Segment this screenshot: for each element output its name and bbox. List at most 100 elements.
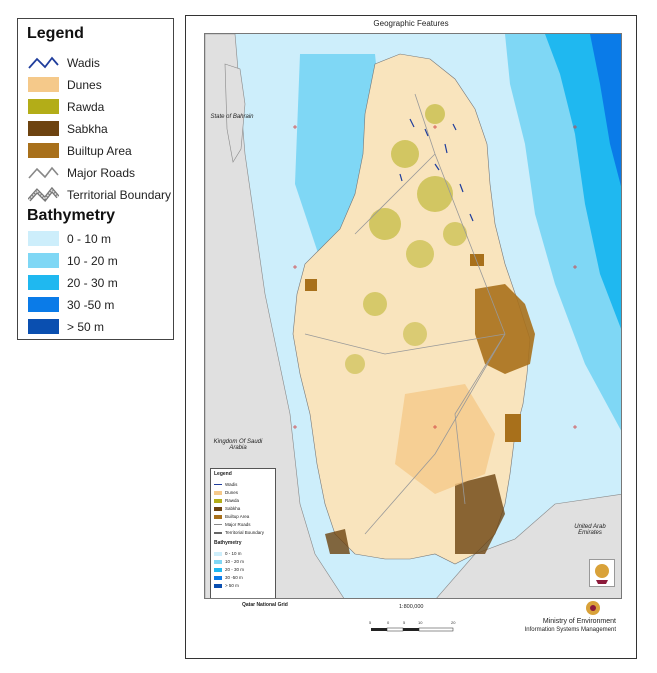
inset-label-5: Major Roads: [225, 522, 251, 527]
map-title: Geographic Features: [373, 19, 449, 28]
inset-bathy-1: 10 - 20 m: [214, 558, 244, 565]
inset-bathy-2: 20 - 30 m: [214, 566, 244, 573]
legend-label-dunes: Dunes: [67, 77, 102, 92]
scale-tick-2: 5: [403, 620, 406, 625]
bathy-label-4: > 50 m: [67, 319, 105, 334]
grid-name: Qatar National Grid: [242, 602, 288, 608]
inset-item-3: Sabkha: [214, 505, 240, 512]
inset-label-3: Sabkha: [225, 506, 241, 511]
inset-label-4: Builtup Area: [225, 514, 250, 519]
ministry-emblem-icon: [584, 600, 602, 617]
bathy-symbol-2: [28, 275, 59, 290]
bahrain-shape: [224, 63, 246, 163]
bathy-label-0: 0 - 10 m: [67, 231, 112, 246]
inset-bathy-3: 30 -50 m: [214, 574, 243, 581]
roads-symbol: [28, 166, 59, 179]
inset-sym-6: [214, 531, 222, 534]
rawda-symbol: [28, 99, 59, 114]
inset-item-0: Wadis: [214, 481, 237, 488]
roads-lines: [304, 93, 506, 535]
legend-label-sabkha: Sabkha: [67, 121, 108, 136]
scale-tick-3: 10: [418, 620, 423, 625]
inset-bathy-sym-2: [214, 567, 222, 572]
inset-sym-4: [214, 514, 222, 519]
grid-crosses: [293, 125, 577, 429]
wadis-lines: [399, 118, 474, 222]
bathy-symbol-1: [28, 253, 59, 268]
bathy-item-1: 10 - 20 m: [28, 252, 118, 269]
inset-item-4: Builtup Area: [214, 513, 249, 520]
builtup-wakra: [505, 414, 521, 442]
inset-bathy-sym-4: [214, 583, 222, 588]
scale-tick-1: 0: [387, 620, 390, 625]
map-svg: [205, 34, 621, 598]
legend-item-rawda: Rawda: [28, 98, 104, 115]
builtup-west: [305, 279, 317, 291]
inset-label-6: Territorial Boundary: [225, 530, 265, 535]
legend-title: Legend: [27, 25, 84, 42]
bathymetry-title: Bathymetry: [27, 207, 116, 224]
bathy-item-0: 0 - 10 m: [28, 230, 111, 247]
department-name: Information Systems Management: [524, 627, 616, 633]
map-area[interactable]: State of Bahrain Kingdom Of Saudi Arabia…: [204, 33, 622, 599]
builtup-north: [470, 254, 484, 266]
inset-sym-5: [214, 524, 222, 525]
map-frame: Geographic Features: [185, 15, 637, 659]
bathy-label-1: 10 - 20 m: [67, 253, 118, 268]
bathy-symbol-3: [28, 297, 59, 312]
inset-legend: Legend Wadis Dunes Rawda Sabkha Builtup …: [210, 468, 276, 598]
bathy-item-4: > 50 m: [28, 318, 104, 335]
sabkha-symbol: [28, 121, 59, 136]
inset-bathy-label-1: 10 - 20 m: [225, 559, 245, 564]
inset-label-2: Rawda: [225, 498, 240, 503]
inset-bathy-sym-0: [214, 551, 222, 556]
bathy-label-2: 20 - 30 m: [67, 275, 118, 290]
inset-bathy-label-4: > 50 m: [225, 583, 239, 588]
legend-item-builtup: Builtup Area: [28, 142, 132, 159]
inset-legend-title: Legend: [214, 471, 232, 477]
legend-item-territorial-boundary: Territorial Boundary: [28, 186, 171, 203]
legend-label-rawda: Rawda: [67, 99, 105, 114]
inset-bathy-label-3: 30 -50 m: [225, 575, 243, 580]
legend-label-major-roads: Major Roads: [67, 165, 136, 180]
scale-tick-0: 5: [369, 620, 372, 625]
map-footer: Qatar National Grid 1:800,000 5 0 5 10 2…: [204, 600, 622, 644]
wadis-symbol: [28, 56, 59, 69]
inset-sym-3: [214, 506, 222, 511]
sabkha-south: [455, 474, 505, 554]
legend-item-sabkha: Sabkha: [28, 120, 108, 137]
sabkha-southwest: [325, 529, 350, 554]
inset-bathy-label-0: 0 - 10 m: [225, 551, 242, 556]
builtup-symbol: [28, 143, 59, 158]
dunes-south: [395, 384, 495, 494]
inset-sym-0: [214, 484, 222, 485]
inset-bathy-sym-1: [214, 559, 222, 564]
inset-label-0: Wadis: [225, 482, 238, 487]
legend-item-dunes: Dunes: [28, 76, 102, 93]
inset-bathy-4: > 50 m: [214, 582, 239, 589]
ministry-name: Ministry of Environment: [542, 618, 616, 625]
bathy-symbol-0: [28, 231, 59, 246]
inset-bathy-0: 0 - 10 m: [214, 550, 242, 557]
boundary-symbol: [28, 187, 59, 202]
bathy-zone-30-50: [590, 34, 621, 187]
bahrain-label: State of Bahrain: [210, 114, 254, 120]
legend-item-major-roads: Major Roads: [28, 164, 135, 181]
builtup-doha: [475, 284, 535, 374]
bathy-symbol-4: [28, 319, 59, 334]
inset-bathy-label-2: 20 - 30 m: [225, 567, 245, 572]
bathy-item-2: 20 - 30 m: [28, 274, 118, 291]
scale-tick-4: 20: [451, 620, 456, 625]
inset-sym-2: [214, 498, 222, 503]
legend-label-builtup: Builtup Area: [67, 143, 132, 158]
dunes-symbol: [28, 77, 59, 92]
scale-bar: [371, 627, 454, 632]
legend-label-territorial-boundary: Territorial Boundary: [67, 187, 172, 202]
bathy-item-3: 30 -50 m: [28, 296, 114, 313]
inset-item-6: Territorial Boundary: [214, 529, 264, 536]
inset-sym-1: [214, 490, 222, 495]
rawda-patches: [345, 104, 467, 374]
legend-item-wadis: Wadis: [28, 54, 100, 71]
legend-panel: Legend Wadis Dunes Rawda Sabkha Builtup …: [17, 18, 174, 340]
bathy-label-3: 30 -50 m: [67, 297, 115, 312]
